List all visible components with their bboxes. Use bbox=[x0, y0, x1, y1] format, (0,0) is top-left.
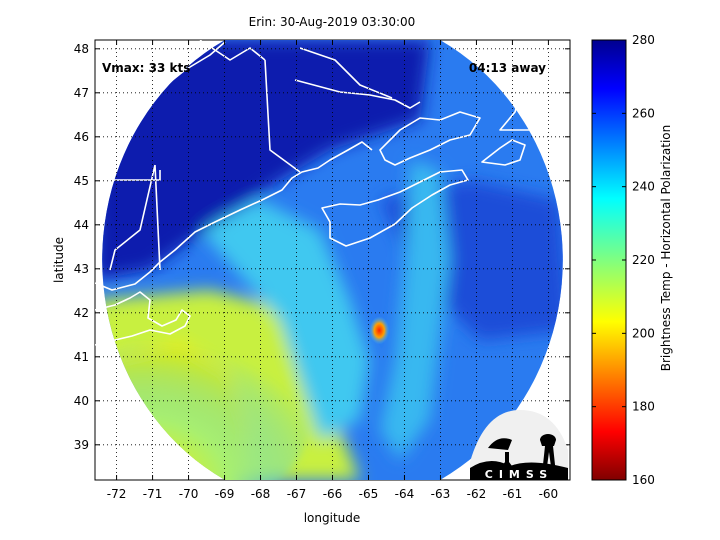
grid bbox=[95, 40, 570, 480]
x-tick-label: -71 bbox=[143, 487, 163, 501]
x-tick-label: -64 bbox=[395, 487, 415, 501]
x-tick-label: -69 bbox=[215, 487, 235, 501]
coastlines bbox=[95, 40, 549, 346]
field-mid-cyan bbox=[200, 200, 370, 440]
chart-title: Erin: 30-Aug-2019 03:30:00 bbox=[249, 15, 416, 29]
storm-core bbox=[369, 316, 390, 345]
coastline-newfoundland bbox=[499, 79, 549, 131]
coastline-north bbox=[139, 41, 226, 101]
state-borders bbox=[109, 40, 393, 271]
coastline-cape-breton bbox=[481, 139, 526, 166]
y-tick-label: 48 bbox=[74, 42, 89, 56]
coastline-nova-scotia bbox=[321, 169, 469, 247]
y-tick-label: 47 bbox=[74, 86, 89, 100]
swath-field bbox=[102, 40, 563, 480]
x-tick-label: -68 bbox=[251, 487, 271, 501]
y-axis-ticks: 39 40 41 42 43 44 45 46 47 48 bbox=[74, 42, 570, 452]
logo-text: CIMSS bbox=[485, 468, 553, 481]
vmax-annotation: Vmax: 33 kts bbox=[102, 61, 190, 75]
colorbar-tick-label: 160 bbox=[632, 473, 655, 487]
x-tick-label: -67 bbox=[287, 487, 307, 501]
colorbar-tick-label: 220 bbox=[632, 253, 655, 267]
y-tick-label: 42 bbox=[74, 306, 89, 320]
x-tick-label: -66 bbox=[323, 487, 343, 501]
field-cold-land-maine bbox=[102, 40, 430, 280]
x-tick-label: -65 bbox=[359, 487, 379, 501]
x-tick-label: -61 bbox=[503, 487, 523, 501]
x-tick-label: -63 bbox=[431, 487, 451, 501]
y-tick-label: 45 bbox=[74, 174, 89, 188]
y-tick-label: 40 bbox=[74, 394, 89, 408]
y-tick-label: 41 bbox=[74, 350, 89, 364]
y-axis-label: latitude bbox=[52, 237, 66, 283]
x-tick-label: -60 bbox=[539, 487, 559, 501]
logo-hills bbox=[470, 460, 568, 480]
x-axis-label: longitude bbox=[304, 511, 361, 525]
colorbar-tick-label: 200 bbox=[632, 326, 655, 340]
coastline-cape-cod bbox=[95, 291, 191, 346]
colorbar-ticks: 160 180 200 220 240 260 280 bbox=[592, 33, 655, 487]
y-tick-label: 43 bbox=[74, 262, 89, 276]
colorbar-tick-label: 240 bbox=[632, 180, 655, 194]
x-tick-label: -72 bbox=[107, 487, 127, 501]
coastline-new-england bbox=[95, 141, 373, 291]
y-tick-label: 44 bbox=[74, 218, 89, 232]
x-tick-label: -70 bbox=[179, 487, 199, 501]
coastline-gulf-st-lawrence bbox=[379, 111, 481, 166]
colorbar-tick-label: 180 bbox=[632, 400, 655, 414]
cimss-logo: CIMSS bbox=[470, 410, 568, 481]
x-tick-label: -62 bbox=[467, 487, 487, 501]
y-tick-label: 39 bbox=[74, 438, 89, 452]
colorbar-tick-label: 260 bbox=[632, 106, 655, 120]
logo-dish-icon bbox=[488, 438, 515, 470]
y-tick-label: 46 bbox=[74, 130, 89, 144]
time-away-annotation: 04:13 away bbox=[469, 61, 546, 75]
colorbar bbox=[591, 39, 627, 481]
colorbar-label: Brightness Temp - Horizontal Polarizatio… bbox=[659, 125, 673, 372]
coastline-nb-north bbox=[294, 79, 421, 109]
colorbar-tick-label: 280 bbox=[632, 33, 655, 47]
field-rainband bbox=[380, 160, 450, 460]
